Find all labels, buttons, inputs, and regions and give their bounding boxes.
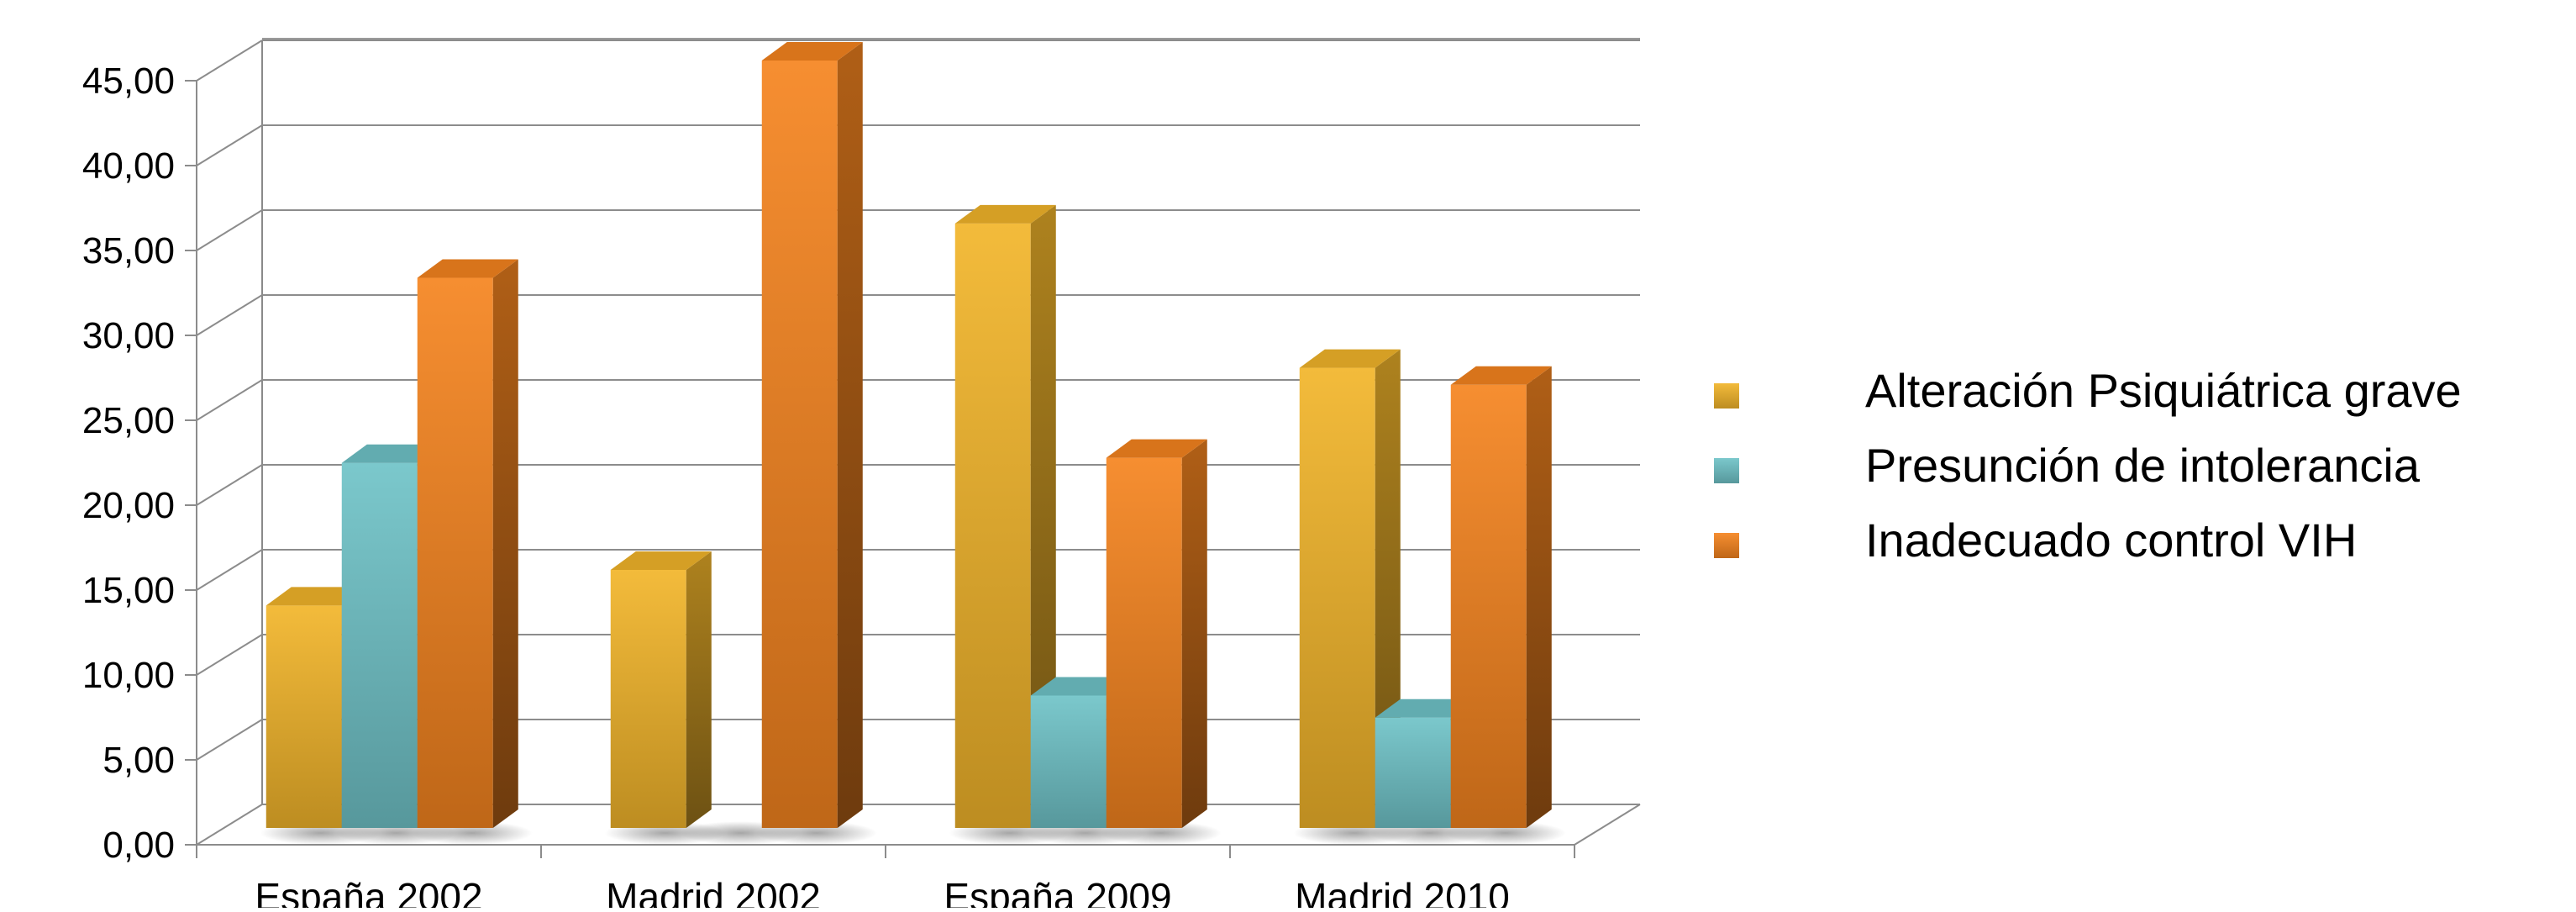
side-gridline [196, 549, 263, 591]
bar-side-face [686, 551, 712, 828]
y-tick-label: 25,00 [82, 400, 175, 441]
x-tick-label: España 2002 [255, 875, 482, 908]
bar [1450, 366, 1552, 828]
bar [1299, 349, 1401, 829]
y-tick-label: 35,00 [82, 230, 175, 271]
x-tick-label: Madrid 2010 [1295, 875, 1510, 908]
bar-front-face [1299, 367, 1375, 829]
legend-swatch [1714, 458, 1739, 483]
y-tick-label: 0,00 [103, 825, 175, 866]
side-gridline [196, 804, 263, 846]
y-tick-label: 30,00 [82, 315, 175, 356]
bar [761, 41, 863, 828]
bar-top-face [1299, 349, 1401, 368]
bar-front-face [1450, 384, 1527, 828]
x-tick-labels: España 2002 Madrid 2002 España 2009 Madrid … [255, 875, 1510, 912]
x-tick-label: Madrid 2002 [606, 875, 821, 908]
bar-front-face [954, 223, 1031, 828]
legend-swatch [1714, 383, 1739, 409]
bar-top-face [417, 259, 518, 278]
side-gridline [196, 464, 263, 506]
side-gridline [196, 124, 263, 166]
bar-top-face [761, 41, 863, 61]
y-tick-label: 45,00 [82, 61, 175, 102]
floor-right-edge [1574, 804, 1641, 846]
y-tick-labels: 0,00 5,00 10,00 15,00 20,00 25,00 30,00 35,00 40… [82, 61, 175, 866]
bar-side-face [837, 41, 863, 828]
bar-side-face [1181, 439, 1207, 828]
y-tick-label: 40,00 [82, 145, 175, 187]
side-gridline [196, 379, 263, 421]
bar-front-face [417, 277, 493, 828]
legend-label: Presunción de intolerancia [1865, 439, 2421, 492]
bar-top-face [1106, 439, 1207, 458]
bar-top-face [954, 204, 1056, 224]
bar-front-face [761, 60, 838, 828]
side-gridline [196, 634, 263, 676]
bar [1106, 439, 1207, 828]
side-gridline [196, 294, 263, 336]
legend: Alteración Psiquiátrica grave Presunción … [1714, 364, 2462, 567]
bar-side-face [1526, 366, 1552, 828]
legend-swatch [1714, 533, 1739, 558]
side-gridline [196, 40, 263, 82]
legend-label: Inadecuado control VIH [1865, 514, 2357, 567]
bar-top-face [1450, 366, 1552, 385]
bar [954, 204, 1056, 828]
chart-walls [261, 38, 1641, 846]
bar [610, 551, 712, 828]
axes [185, 80, 1575, 858]
legend-item: Alteración Psiquiátrica grave [1714, 364, 2462, 417]
side-gridline [196, 209, 263, 251]
bar-side-face [492, 259, 518, 828]
y-tick-label: 10,00 [82, 655, 175, 696]
legend-label: Alteración Psiquiátrica grave [1865, 364, 2462, 417]
bar-front-face [1106, 457, 1182, 828]
bars [260, 41, 1566, 845]
bar-front-face [610, 569, 686, 828]
bar-front-face [1375, 717, 1451, 828]
bar [417, 259, 518, 828]
legend-item: Inadecuado control VIH [1714, 514, 2357, 567]
bar-top-face [610, 551, 712, 570]
y-tick-label: 15,00 [82, 570, 175, 611]
legend-item: Presunción de intolerancia [1714, 439, 2421, 492]
bar-front-face [1030, 695, 1107, 828]
y-tick-label: 5,00 [103, 740, 175, 781]
bar-front-face [265, 605, 342, 828]
bar-side-face [1030, 204, 1056, 828]
side-gridline [196, 719, 263, 761]
x-tick-label: España 2009 [944, 875, 1171, 908]
y-tick-label: 20,00 [82, 485, 175, 526]
bar-front-face [341, 462, 418, 828]
